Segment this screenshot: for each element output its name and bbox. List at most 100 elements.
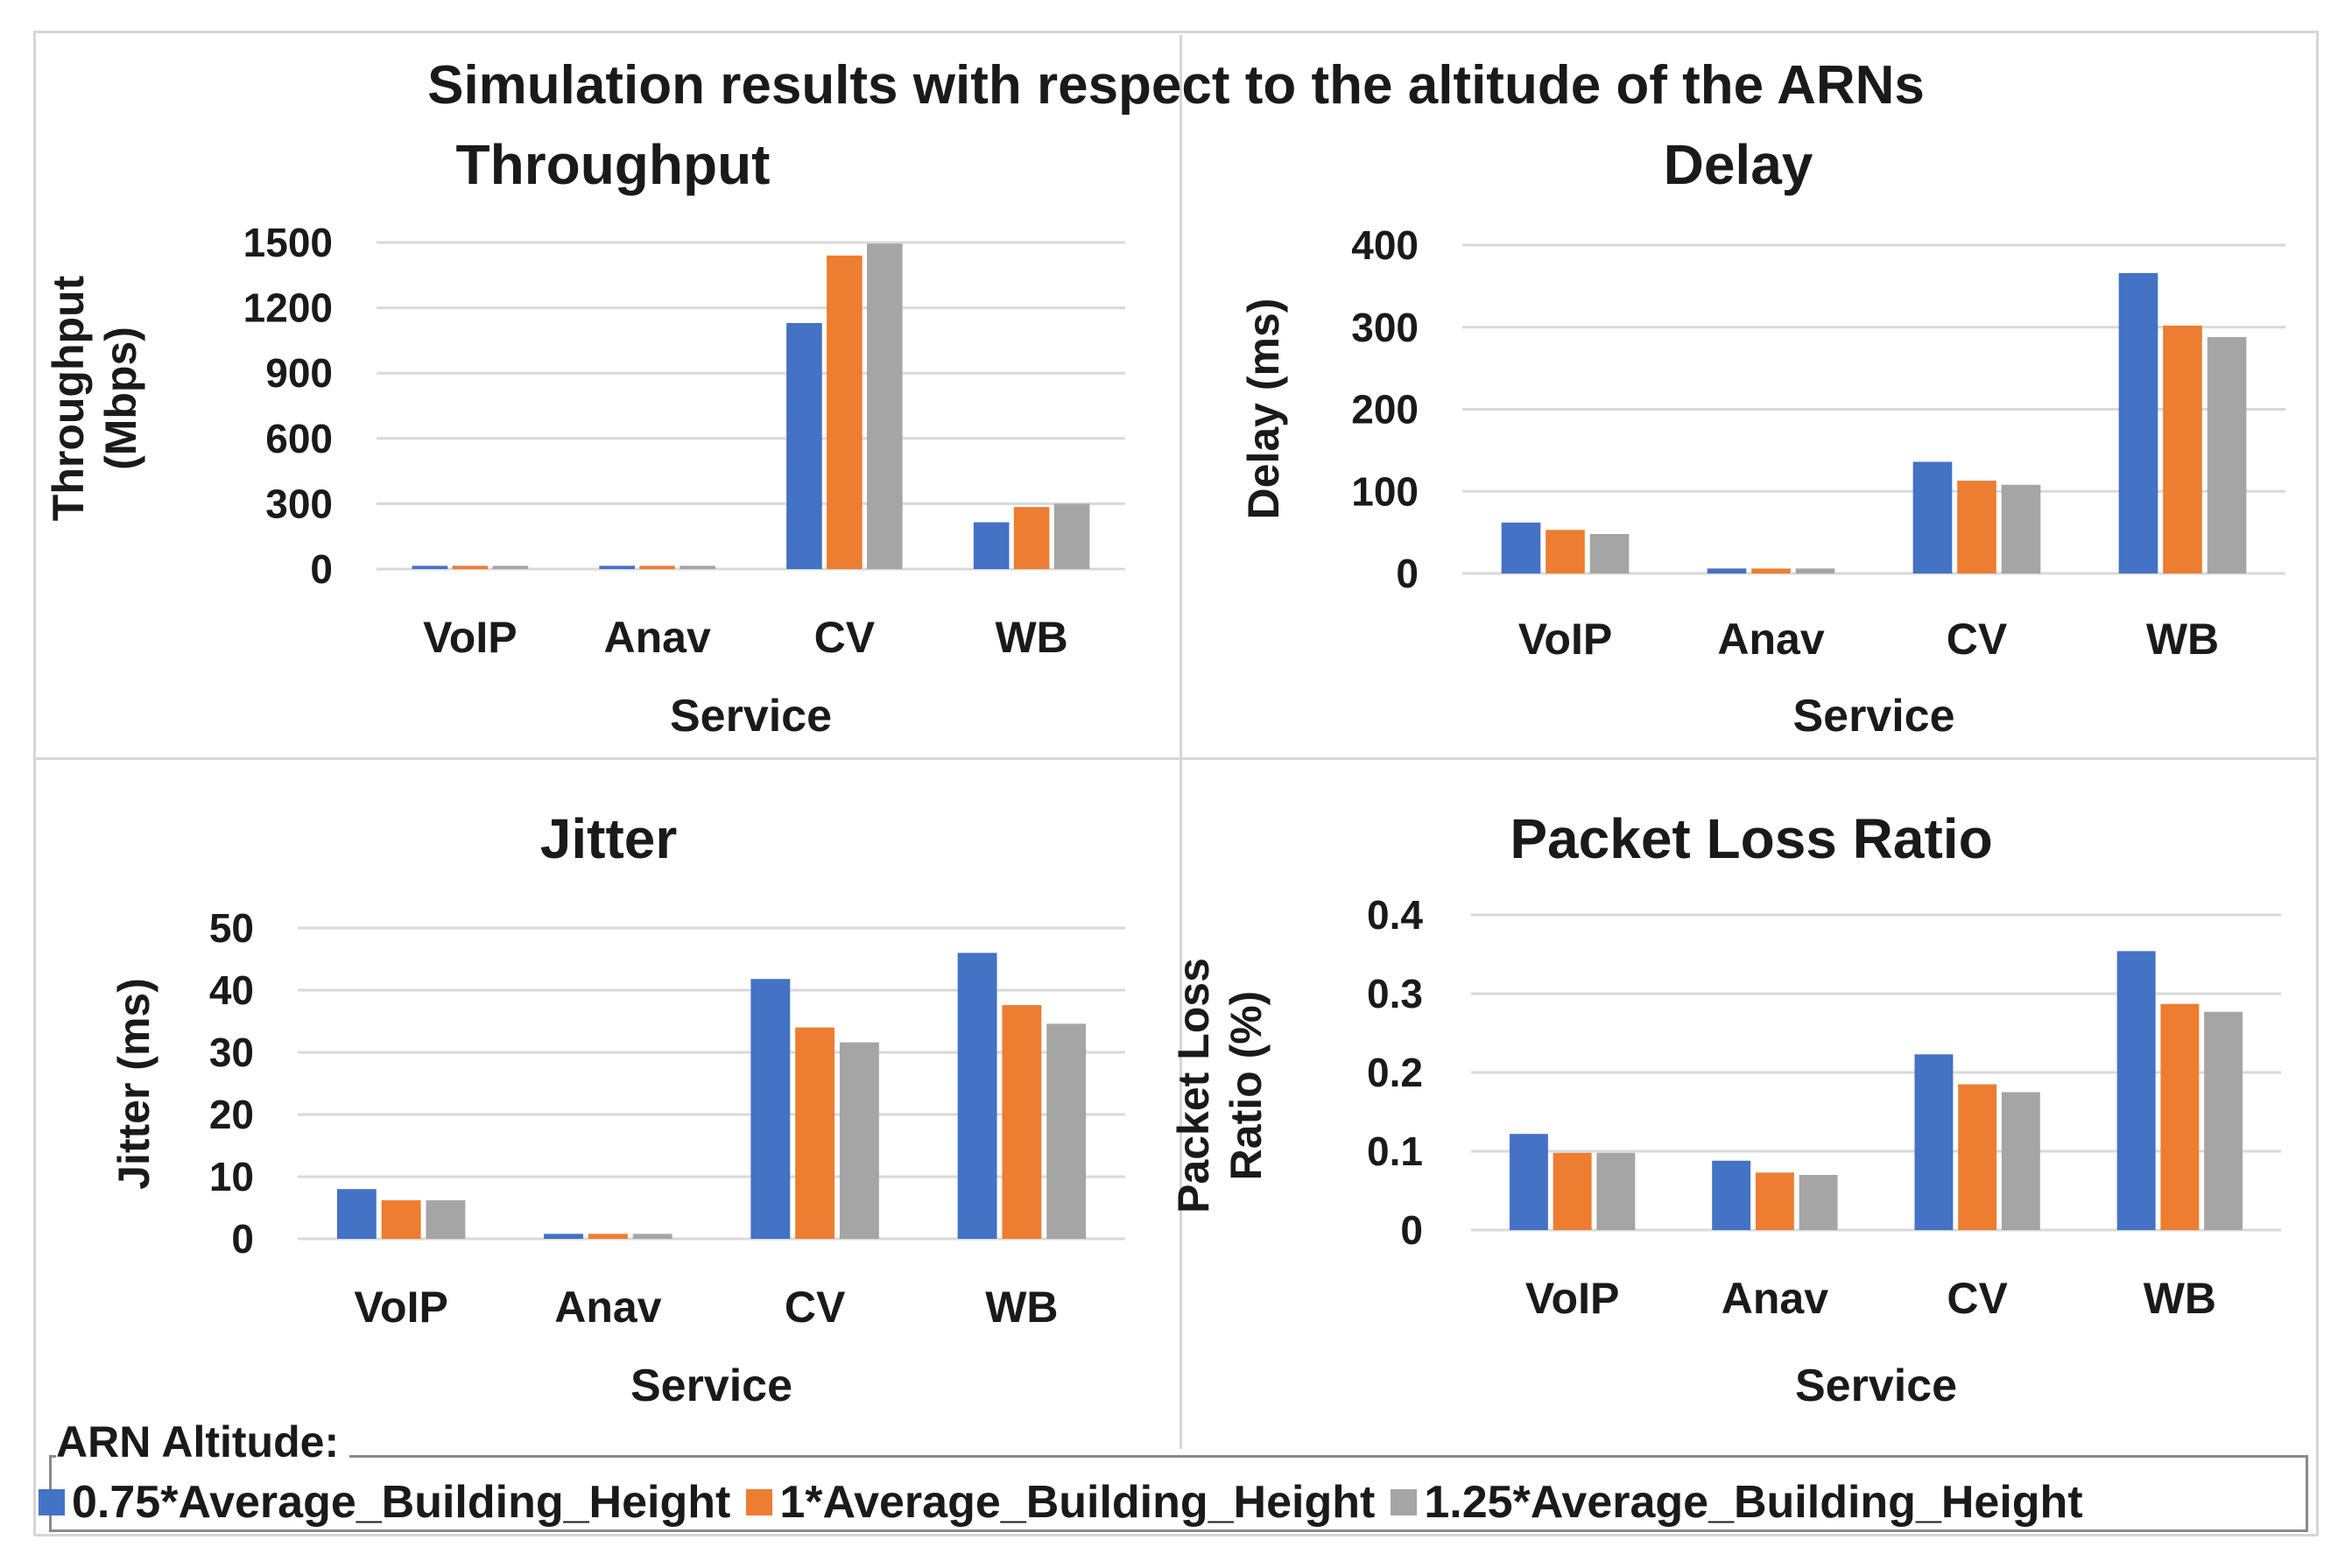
y-tick-label: 0.4 bbox=[1367, 892, 1423, 938]
bar-cv-series-0 bbox=[786, 323, 822, 569]
y-tick-label: 600 bbox=[265, 416, 333, 461]
legend-label: 1*Average_Building_Height bbox=[779, 1477, 1376, 1528]
bar-wb-series-1 bbox=[1002, 1005, 1042, 1239]
bar-anav-series-1 bbox=[1755, 1172, 1794, 1230]
legend-swatch-blue bbox=[39, 1489, 65, 1515]
bar-wb-series-2 bbox=[2207, 337, 2247, 573]
bar-anav-series-1 bbox=[1751, 568, 1791, 573]
figure-title: Simulation results with respect to the a… bbox=[427, 55, 1925, 116]
bar-wb-series-0 bbox=[2118, 272, 2158, 573]
y-axis-label: Jitter (ms) bbox=[109, 978, 158, 1190]
y-tick-label: 200 bbox=[1351, 387, 1419, 432]
y-tick-label: 1200 bbox=[243, 285, 333, 331]
x-axis-label: Service bbox=[630, 1361, 792, 1411]
y-tick-label: 0.1 bbox=[1367, 1129, 1423, 1174]
bar-wb-series-1 bbox=[2160, 1003, 2200, 1230]
legend-label: 1.25*Average_Building_Height bbox=[1424, 1477, 2083, 1528]
x-category-label: WB bbox=[985, 1283, 1058, 1332]
x-category-label: VoIP bbox=[1518, 615, 1612, 664]
bar-voip-series-2 bbox=[492, 566, 529, 569]
x-axis-label: Service bbox=[1792, 691, 1954, 742]
legend: 0.75*Average_Building_Height 1*Average_B… bbox=[39, 1476, 2099, 1529]
bar-voip-series-0 bbox=[1509, 1134, 1548, 1230]
bar-anav-series-0 bbox=[1707, 568, 1747, 573]
x-axis-label: Service bbox=[670, 691, 832, 742]
bar-wb-series-1 bbox=[1013, 507, 1050, 569]
y-tick-label: 0 bbox=[310, 546, 333, 592]
bar-anav-series-0 bbox=[1712, 1160, 1751, 1230]
y-tick-label: 50 bbox=[209, 905, 254, 951]
x-category-label: Anav bbox=[1722, 1274, 1828, 1323]
delay-chart: Delay 0 100 200 300 400 VoIP Anav CV WB Service Del… bbox=[1239, 133, 2285, 742]
bar-anav-series-2 bbox=[1795, 568, 1835, 573]
bar-wb-series-1 bbox=[2163, 325, 2202, 573]
x-category-label: VoIP bbox=[1525, 1274, 1619, 1323]
y-tick-label: 1500 bbox=[243, 220, 333, 265]
chart-title: Packet Loss Ratio bbox=[1510, 807, 1992, 870]
bar-voip-series-0 bbox=[1501, 522, 1541, 573]
y-tick-label: 20 bbox=[209, 1092, 254, 1137]
x-category-label: VoIP bbox=[354, 1283, 447, 1332]
y-tick-label: 900 bbox=[265, 350, 333, 396]
x-category-label: CV bbox=[1947, 1274, 2008, 1323]
bar-wb-series-2 bbox=[1046, 1023, 1087, 1239]
chart-title: Throughput bbox=[456, 133, 771, 196]
y-axis-label: Delay (ms) bbox=[1239, 299, 1288, 520]
bar-voip-series-0 bbox=[412, 566, 448, 569]
y-tick-label: 0 bbox=[1396, 551, 1419, 596]
x-category-label: WB bbox=[2144, 1274, 2216, 1323]
bar-wb-series-0 bbox=[957, 953, 997, 1239]
bar-voip-series-1 bbox=[1546, 530, 1585, 573]
legend-caption: ARN Altitude: bbox=[56, 1417, 350, 1467]
legend-box bbox=[49, 1455, 2308, 1532]
x-axis-label: Service bbox=[1795, 1361, 1957, 1411]
bar-cv-series-2 bbox=[867, 243, 903, 569]
y-axis-label: Throughput bbox=[44, 275, 93, 521]
bar-anav-series-2 bbox=[1799, 1175, 1838, 1230]
bar-anav-series-1 bbox=[588, 1234, 628, 1239]
y-axis-label: Ratio (%) bbox=[1222, 991, 1271, 1181]
bar-anav-series-0 bbox=[599, 566, 635, 569]
bar-voip-series-2 bbox=[426, 1199, 466, 1239]
bar-wb-series-0 bbox=[973, 522, 1010, 569]
x-category-label: CV bbox=[1947, 615, 2008, 664]
x-category-label: Anav bbox=[554, 1283, 661, 1332]
vertical-divider bbox=[1180, 35, 1182, 1449]
bar-cv-series-1 bbox=[795, 1027, 835, 1239]
y-tick-label: 10 bbox=[209, 1154, 254, 1199]
y-tick-label: 100 bbox=[1351, 468, 1419, 514]
y-tick-label: 0.3 bbox=[1367, 971, 1423, 1016]
bar-wb-series-2 bbox=[1053, 503, 1090, 569]
bar-cv-series-1 bbox=[1957, 481, 1996, 573]
horizontal-divider bbox=[35, 757, 2316, 760]
y-tick-label: 30 bbox=[209, 1030, 254, 1075]
chart-title: Delay bbox=[1664, 133, 1813, 196]
bar-anav-series-2 bbox=[680, 566, 715, 569]
legend-label: 0.75*Average_Building_Height bbox=[72, 1477, 731, 1528]
y-tick-label: 0 bbox=[1400, 1207, 1423, 1253]
bar-anav-series-1 bbox=[639, 566, 675, 569]
legend-item-series-2: 1.25*Average_Building_Height bbox=[1391, 1476, 2083, 1529]
bar-cv-series-2 bbox=[2001, 1092, 2040, 1230]
x-category-label: CV bbox=[785, 1283, 846, 1332]
bar-cv-series-1 bbox=[827, 255, 863, 569]
x-category-label: CV bbox=[814, 613, 876, 662]
legend-swatch-orange bbox=[746, 1489, 773, 1515]
bar-cv-series-1 bbox=[1958, 1084, 1997, 1230]
x-category-label: Anav bbox=[603, 613, 710, 662]
bar-cv-series-2 bbox=[839, 1042, 879, 1239]
bar-voip-series-1 bbox=[381, 1199, 421, 1239]
y-axis-label: Packet Loss bbox=[1169, 958, 1218, 1213]
y-tick-label: 40 bbox=[209, 967, 254, 1013]
legend-item-series-1: 1*Average_Building_Height bbox=[746, 1476, 1375, 1529]
bar-cv-series-0 bbox=[1912, 461, 1953, 573]
legend-item-series-0: 0.75*Average_Building_Height bbox=[39, 1476, 730, 1529]
x-category-label: WB bbox=[995, 613, 1067, 662]
y-tick-label: 300 bbox=[265, 481, 333, 526]
bar-anav-series-2 bbox=[632, 1234, 673, 1239]
bar-cv-series-0 bbox=[750, 979, 791, 1239]
y-axis-label: (Mbps) bbox=[96, 327, 145, 470]
bar-wb-series-2 bbox=[2204, 1011, 2243, 1230]
legend-swatch-gray bbox=[1391, 1489, 1418, 1515]
figure-frame bbox=[33, 31, 2319, 1536]
